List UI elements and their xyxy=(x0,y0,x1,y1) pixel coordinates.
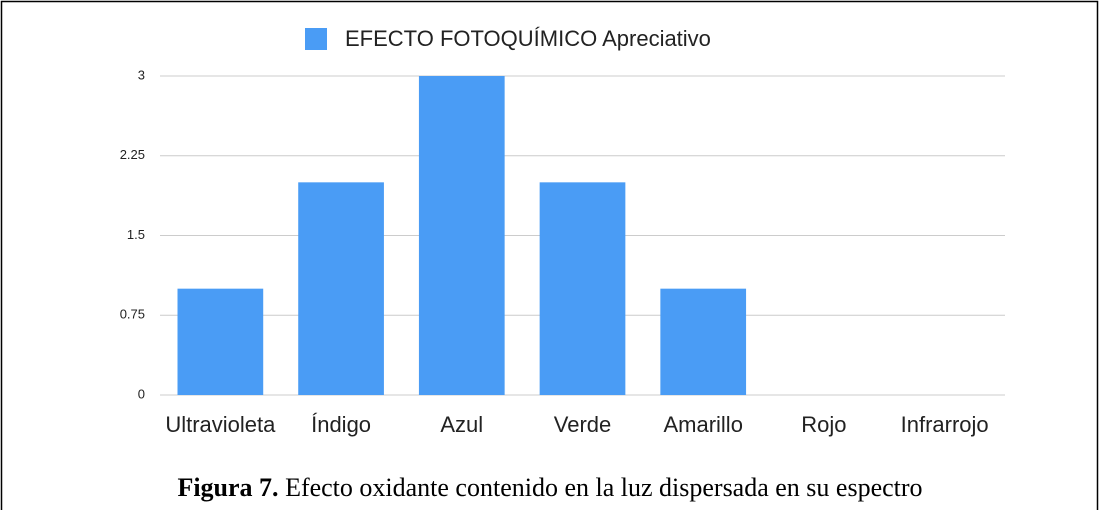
x-tick-label: Amarillo xyxy=(663,412,742,437)
bar xyxy=(298,182,384,395)
x-tick-label: Índigo xyxy=(311,412,371,437)
bar xyxy=(177,288,264,395)
x-tick-label: Azul xyxy=(440,412,483,437)
caption-label: Figura 7. xyxy=(177,473,278,502)
x-tick-label: Ultravioleta xyxy=(165,412,276,437)
y-tick-label: 2.25 xyxy=(120,147,145,162)
legend-swatch xyxy=(305,28,327,50)
y-tick-label: 1.5 xyxy=(127,227,145,242)
x-tick-label: Infrarrojo xyxy=(901,412,989,437)
caption: Figura 7. Efecto oxidante contenido en l… xyxy=(177,473,922,502)
y-tick-label: 3 xyxy=(138,67,145,82)
y-tick-label: 0 xyxy=(138,386,145,401)
legend-label: EFECTO FOTOQUÍMICO Apreciativo xyxy=(345,26,711,51)
bar xyxy=(660,288,747,395)
bar xyxy=(539,182,626,395)
x-tick-label: Verde xyxy=(554,412,612,437)
caption-text: Efecto oxidante contenido en la luz disp… xyxy=(285,473,922,502)
bar xyxy=(418,76,505,395)
x-tick-label: Rojo xyxy=(801,412,846,437)
y-tick-label: 0.75 xyxy=(120,307,145,322)
